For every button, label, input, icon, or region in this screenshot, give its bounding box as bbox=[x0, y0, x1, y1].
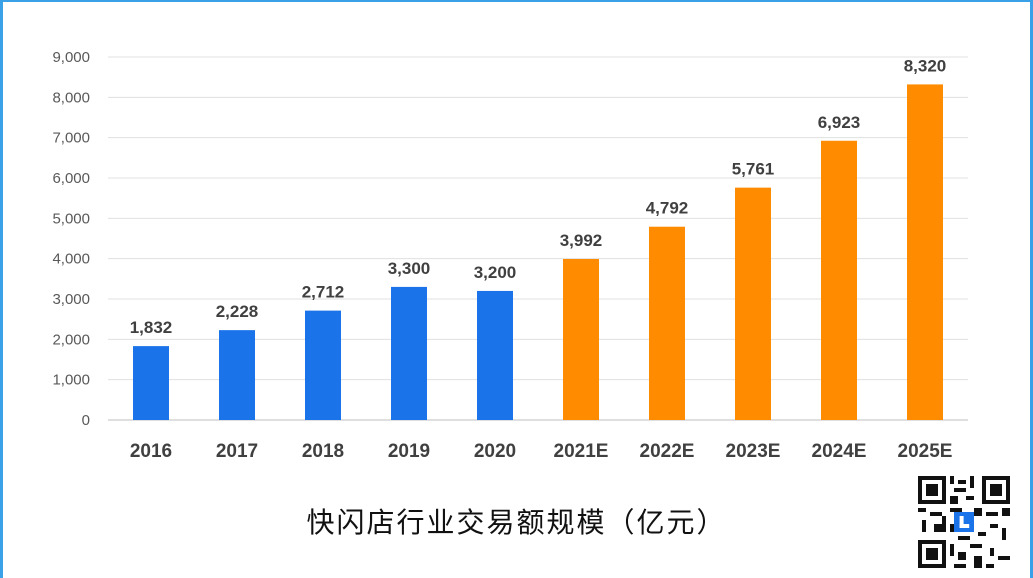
data-label: 3,300 bbox=[388, 259, 431, 278]
qr-code-icon bbox=[918, 476, 1010, 568]
bar bbox=[821, 140, 857, 420]
bar bbox=[735, 187, 771, 420]
y-tick-label: 1,000 bbox=[52, 372, 90, 389]
y-tick-label: 8,000 bbox=[52, 89, 90, 106]
y-tick-label: 3,000 bbox=[52, 291, 90, 308]
bar bbox=[563, 258, 599, 420]
y-tick-label: 5,000 bbox=[52, 210, 90, 227]
bar bbox=[907, 84, 943, 420]
y-tick-label: 9,000 bbox=[52, 49, 90, 66]
data-label: 2,712 bbox=[302, 283, 345, 302]
data-label: 5,761 bbox=[732, 160, 775, 179]
x-tick-label: 2018 bbox=[302, 441, 344, 462]
x-tick-label: 2021E bbox=[554, 441, 609, 462]
data-label: 2,228 bbox=[216, 302, 259, 321]
y-tick-label: 7,000 bbox=[52, 130, 90, 147]
bar bbox=[305, 310, 341, 420]
bar bbox=[649, 226, 685, 420]
y-tick-label: 4,000 bbox=[52, 251, 90, 268]
x-tick-label: 2023E bbox=[726, 441, 781, 462]
data-label: 8,320 bbox=[904, 56, 947, 75]
data-label: 3,200 bbox=[474, 263, 517, 282]
x-tick-label: 2022E bbox=[640, 441, 695, 462]
x-tick-label: 2017 bbox=[216, 441, 258, 462]
bar bbox=[391, 286, 427, 420]
data-label: 6,923 bbox=[818, 113, 861, 132]
data-label: 1,832 bbox=[130, 318, 173, 337]
data-label: 4,792 bbox=[646, 199, 689, 218]
x-tick-label: 2019 bbox=[388, 441, 430, 462]
x-tick-label: 2025E bbox=[898, 441, 953, 462]
bar-chart: 0 1,000 2,000 3,000 4,000 5,000 6,000 7,000 8,00… bbox=[52, 49, 968, 462]
bar bbox=[133, 346, 169, 420]
x-tick-label: 2024E bbox=[812, 441, 867, 462]
y-tick-label: 2,000 bbox=[52, 331, 90, 348]
y-tick-label: 6,000 bbox=[52, 170, 90, 187]
bar bbox=[477, 290, 513, 420]
y-tick-label: 0 bbox=[82, 412, 90, 429]
chart-caption: 快闪店行业交易额规模（亿元） bbox=[306, 506, 727, 539]
x-tick-label: 2020 bbox=[474, 441, 516, 462]
data-label: 3,992 bbox=[560, 231, 603, 250]
bar bbox=[219, 330, 255, 420]
x-tick-label: 2016 bbox=[130, 441, 172, 462]
